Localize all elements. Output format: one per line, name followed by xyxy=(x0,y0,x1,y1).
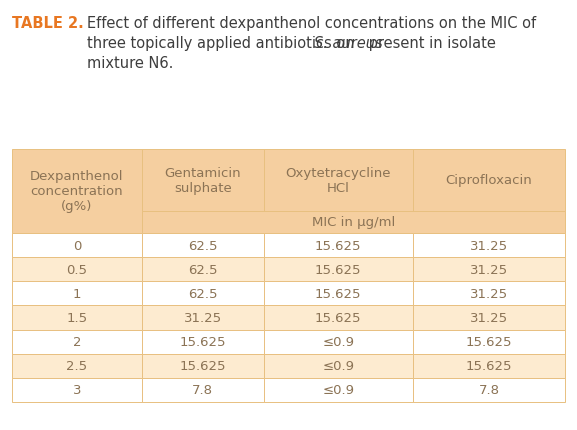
Text: 62.5: 62.5 xyxy=(188,263,218,276)
Bar xyxy=(142,354,264,378)
Bar xyxy=(12,306,142,330)
Bar xyxy=(264,258,413,282)
Bar xyxy=(12,378,142,402)
Text: 31.25: 31.25 xyxy=(470,239,508,252)
Bar xyxy=(12,150,142,233)
Bar xyxy=(12,282,142,306)
Text: MIC in µg/ml: MIC in µg/ml xyxy=(312,216,395,229)
Bar xyxy=(12,258,142,282)
Bar xyxy=(12,330,142,354)
Bar xyxy=(142,282,264,306)
Text: 31.25: 31.25 xyxy=(470,311,508,324)
Text: 31.25: 31.25 xyxy=(183,311,222,324)
Text: 0.5: 0.5 xyxy=(66,263,88,276)
Text: Oxytetracycline
HCl: Oxytetracycline HCl xyxy=(286,166,391,194)
Bar xyxy=(413,354,565,378)
Bar xyxy=(264,378,413,402)
Bar xyxy=(413,378,565,402)
Text: 15.625: 15.625 xyxy=(179,335,226,348)
Text: 15.625: 15.625 xyxy=(466,359,512,372)
Text: 15.625: 15.625 xyxy=(466,335,512,348)
Bar xyxy=(12,354,142,378)
Bar xyxy=(264,150,413,212)
Text: 31.25: 31.25 xyxy=(470,263,508,276)
Text: ≤0.9: ≤0.9 xyxy=(323,384,354,396)
Bar xyxy=(264,354,413,378)
Text: 1: 1 xyxy=(73,287,81,300)
Bar xyxy=(142,212,565,233)
Bar xyxy=(142,233,264,258)
Text: 7.8: 7.8 xyxy=(192,384,213,396)
Text: 3: 3 xyxy=(73,384,81,396)
Bar xyxy=(264,330,413,354)
Bar xyxy=(413,233,565,258)
Bar xyxy=(413,282,565,306)
Text: Ciprofloxacin: Ciprofloxacin xyxy=(445,174,533,187)
Text: 62.5: 62.5 xyxy=(188,239,218,252)
Bar xyxy=(264,306,413,330)
Text: 15.625: 15.625 xyxy=(315,239,362,252)
Bar xyxy=(413,150,565,212)
Bar xyxy=(264,233,413,258)
Text: three topically applied antibiotics on: three topically applied antibiotics on xyxy=(87,36,359,51)
Text: 15.625: 15.625 xyxy=(315,287,362,300)
Text: Dexpanthenol
concentration
(g%): Dexpanthenol concentration (g%) xyxy=(30,170,123,213)
Bar xyxy=(413,258,565,282)
Text: 1.5: 1.5 xyxy=(66,311,88,324)
Bar xyxy=(142,378,264,402)
Bar xyxy=(142,306,264,330)
Text: 15.625: 15.625 xyxy=(179,359,226,372)
Text: TABLE 2.: TABLE 2. xyxy=(12,16,89,31)
Text: present in isolate: present in isolate xyxy=(364,36,496,51)
Text: ≤0.9: ≤0.9 xyxy=(323,335,354,348)
Text: 2.5: 2.5 xyxy=(66,359,88,372)
Bar xyxy=(142,330,264,354)
Text: 0: 0 xyxy=(73,239,81,252)
Text: 62.5: 62.5 xyxy=(188,287,218,300)
Text: Effect of different dexpanthenol concentrations on the MIC of: Effect of different dexpanthenol concent… xyxy=(87,16,536,31)
Text: 15.625: 15.625 xyxy=(315,263,362,276)
Text: ≤0.9: ≤0.9 xyxy=(323,359,354,372)
Text: mixture N6.: mixture N6. xyxy=(87,56,173,71)
Bar xyxy=(142,150,264,212)
Text: 31.25: 31.25 xyxy=(470,287,508,300)
Text: 2: 2 xyxy=(73,335,81,348)
Text: S. aureus: S. aureus xyxy=(314,36,383,51)
Text: 15.625: 15.625 xyxy=(315,311,362,324)
Bar xyxy=(264,282,413,306)
Bar xyxy=(142,258,264,282)
Text: Gentamicin
sulphate: Gentamicin sulphate xyxy=(164,166,241,194)
Text: 7.8: 7.8 xyxy=(478,384,500,396)
Bar xyxy=(413,306,565,330)
Bar xyxy=(12,233,142,258)
Bar xyxy=(413,330,565,354)
